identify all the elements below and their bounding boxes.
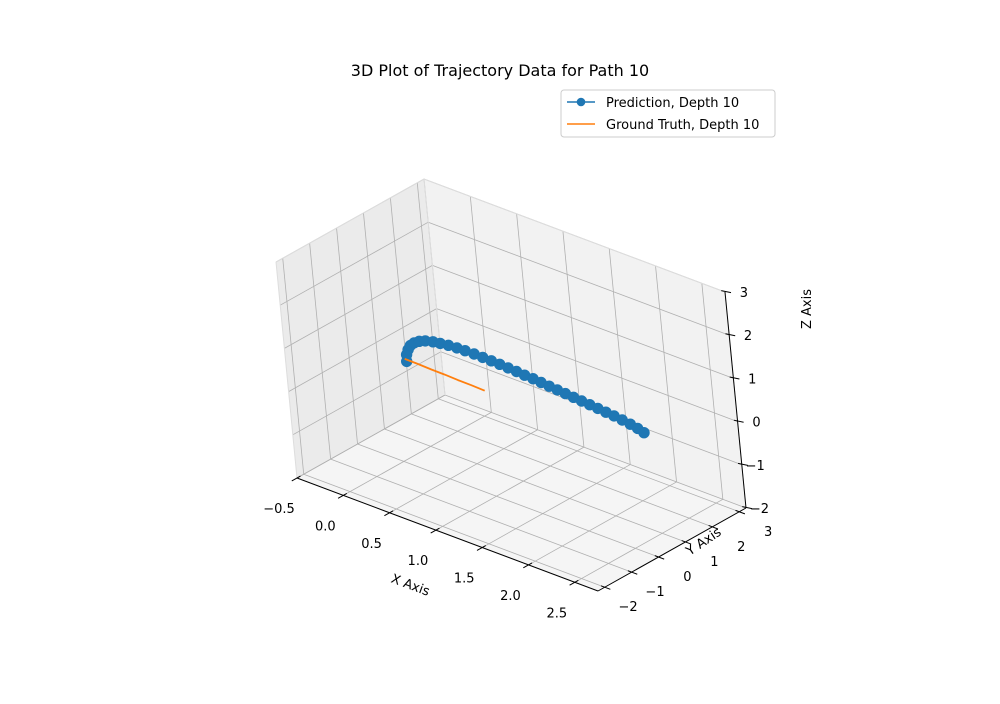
chart-title: 3D Plot of Trajectory Data for Path 10	[351, 61, 649, 80]
x-tick	[523, 562, 533, 569]
grid-line	[303, 473, 605, 588]
grid-line	[444, 394, 747, 509]
z-axis-line	[724, 291, 747, 509]
y-tick	[708, 524, 719, 530]
grid-line	[574, 498, 724, 583]
x-axis-title: X Axis	[389, 572, 432, 600]
tick-marks	[291, 290, 753, 590]
floor-pane	[297, 395, 746, 591]
z-tick	[733, 419, 744, 423]
z-tick-label: 0	[752, 416, 760, 431]
tick-labels: −0.5 0.0 0.5 1.0 1.5 2.0 2.5 −2 −1 0 1 2 3 −2 −1 0 1 2 3	[263, 286, 772, 621]
grid-line	[384, 428, 686, 543]
x-tick	[337, 492, 348, 499]
grid-line	[562, 231, 585, 448]
z-tick-label: 1	[748, 372, 756, 387]
grid-line	[309, 243, 332, 460]
axis-lines	[275, 178, 747, 592]
z-tick-label: −2	[750, 502, 769, 517]
grid-line	[435, 446, 585, 531]
axis-panes	[276, 179, 746, 591]
grid-line	[357, 443, 659, 558]
grid-line	[528, 481, 677, 566]
z-axis-title: Z Axis	[800, 289, 815, 329]
back-pane	[424, 179, 746, 508]
grid-line	[516, 213, 539, 430]
grid-line	[432, 265, 734, 379]
series-layer	[400, 335, 650, 439]
left-pane	[276, 179, 445, 478]
grid-line	[389, 197, 412, 414]
pane-edge	[423, 178, 726, 293]
grid-line	[296, 394, 446, 479]
legend-ground-truth-label: Ground Truth, Depth 10	[606, 118, 759, 133]
z-tick	[721, 290, 732, 294]
grid-line	[428, 221, 730, 336]
y-tick-label: 1	[710, 555, 718, 570]
grid-line	[416, 182, 439, 399]
y-tick-label: −1	[645, 585, 664, 600]
grid-line	[438, 398, 740, 513]
y-axis-line	[597, 507, 747, 592]
y-tick-label: 2	[737, 540, 745, 555]
y-tick	[654, 555, 665, 560]
legend-prediction-label: Prediction, Depth 10	[606, 96, 739, 111]
grid-line	[701, 283, 724, 500]
ground-truth-series-line	[404, 358, 486, 392]
grid-line	[336, 228, 358, 445]
x-tick	[291, 475, 301, 482]
grid-line	[411, 413, 713, 528]
x-tick-label: 1.0	[408, 554, 429, 569]
x-tick-label: 1.5	[454, 572, 475, 587]
grid-line	[482, 464, 631, 548]
y-tick-label: 3	[764, 525, 772, 540]
legend: Prediction, Depth 10 Ground Truth, Depth…	[560, 89, 776, 138]
prediction-point	[638, 427, 650, 439]
y-tick	[627, 570, 638, 575]
grid-line	[343, 412, 492, 496]
z-tick	[729, 376, 740, 380]
y-tick	[681, 540, 692, 545]
z-tick-label: 3	[740, 286, 748, 301]
z-tick-label: −1	[746, 459, 765, 474]
x-axis-line	[296, 477, 599, 592]
x-tick-label: 0.0	[315, 519, 336, 534]
z-tick-label: 2	[744, 329, 752, 344]
grid-line	[284, 265, 433, 349]
y-tick-label: 0	[683, 570, 691, 585]
grid-line	[292, 351, 441, 436]
grid-line	[469, 196, 492, 413]
grid-line	[655, 265, 677, 482]
legend-frame	[560, 89, 776, 138]
z-tick	[725, 333, 736, 337]
x-tick	[476, 545, 486, 551]
legend-prediction-marker	[576, 97, 586, 107]
grid-line	[363, 212, 385, 429]
pane-edge	[275, 261, 298, 479]
grid-line	[330, 458, 632, 573]
z-tick	[742, 506, 753, 510]
pane-edge	[423, 178, 446, 396]
x-tick-label: 2.0	[500, 589, 521, 604]
grid-line	[280, 221, 429, 306]
y-tick-label: −2	[619, 600, 638, 615]
x-tick	[384, 510, 394, 517]
x-tick-label: 2.5	[546, 606, 567, 621]
grid-line	[288, 308, 437, 392]
x-tick-label: −0.5	[263, 502, 295, 517]
grid-line	[282, 258, 305, 475]
grid-line	[389, 429, 538, 514]
y-tick	[600, 585, 611, 590]
grid-line	[436, 308, 738, 422]
z-tick	[737, 462, 748, 466]
x-tick	[430, 527, 440, 534]
x-tick-label: 0.5	[361, 537, 382, 552]
pane-edge	[275, 178, 425, 263]
x-tick	[569, 579, 579, 586]
y-tick	[735, 509, 746, 515]
